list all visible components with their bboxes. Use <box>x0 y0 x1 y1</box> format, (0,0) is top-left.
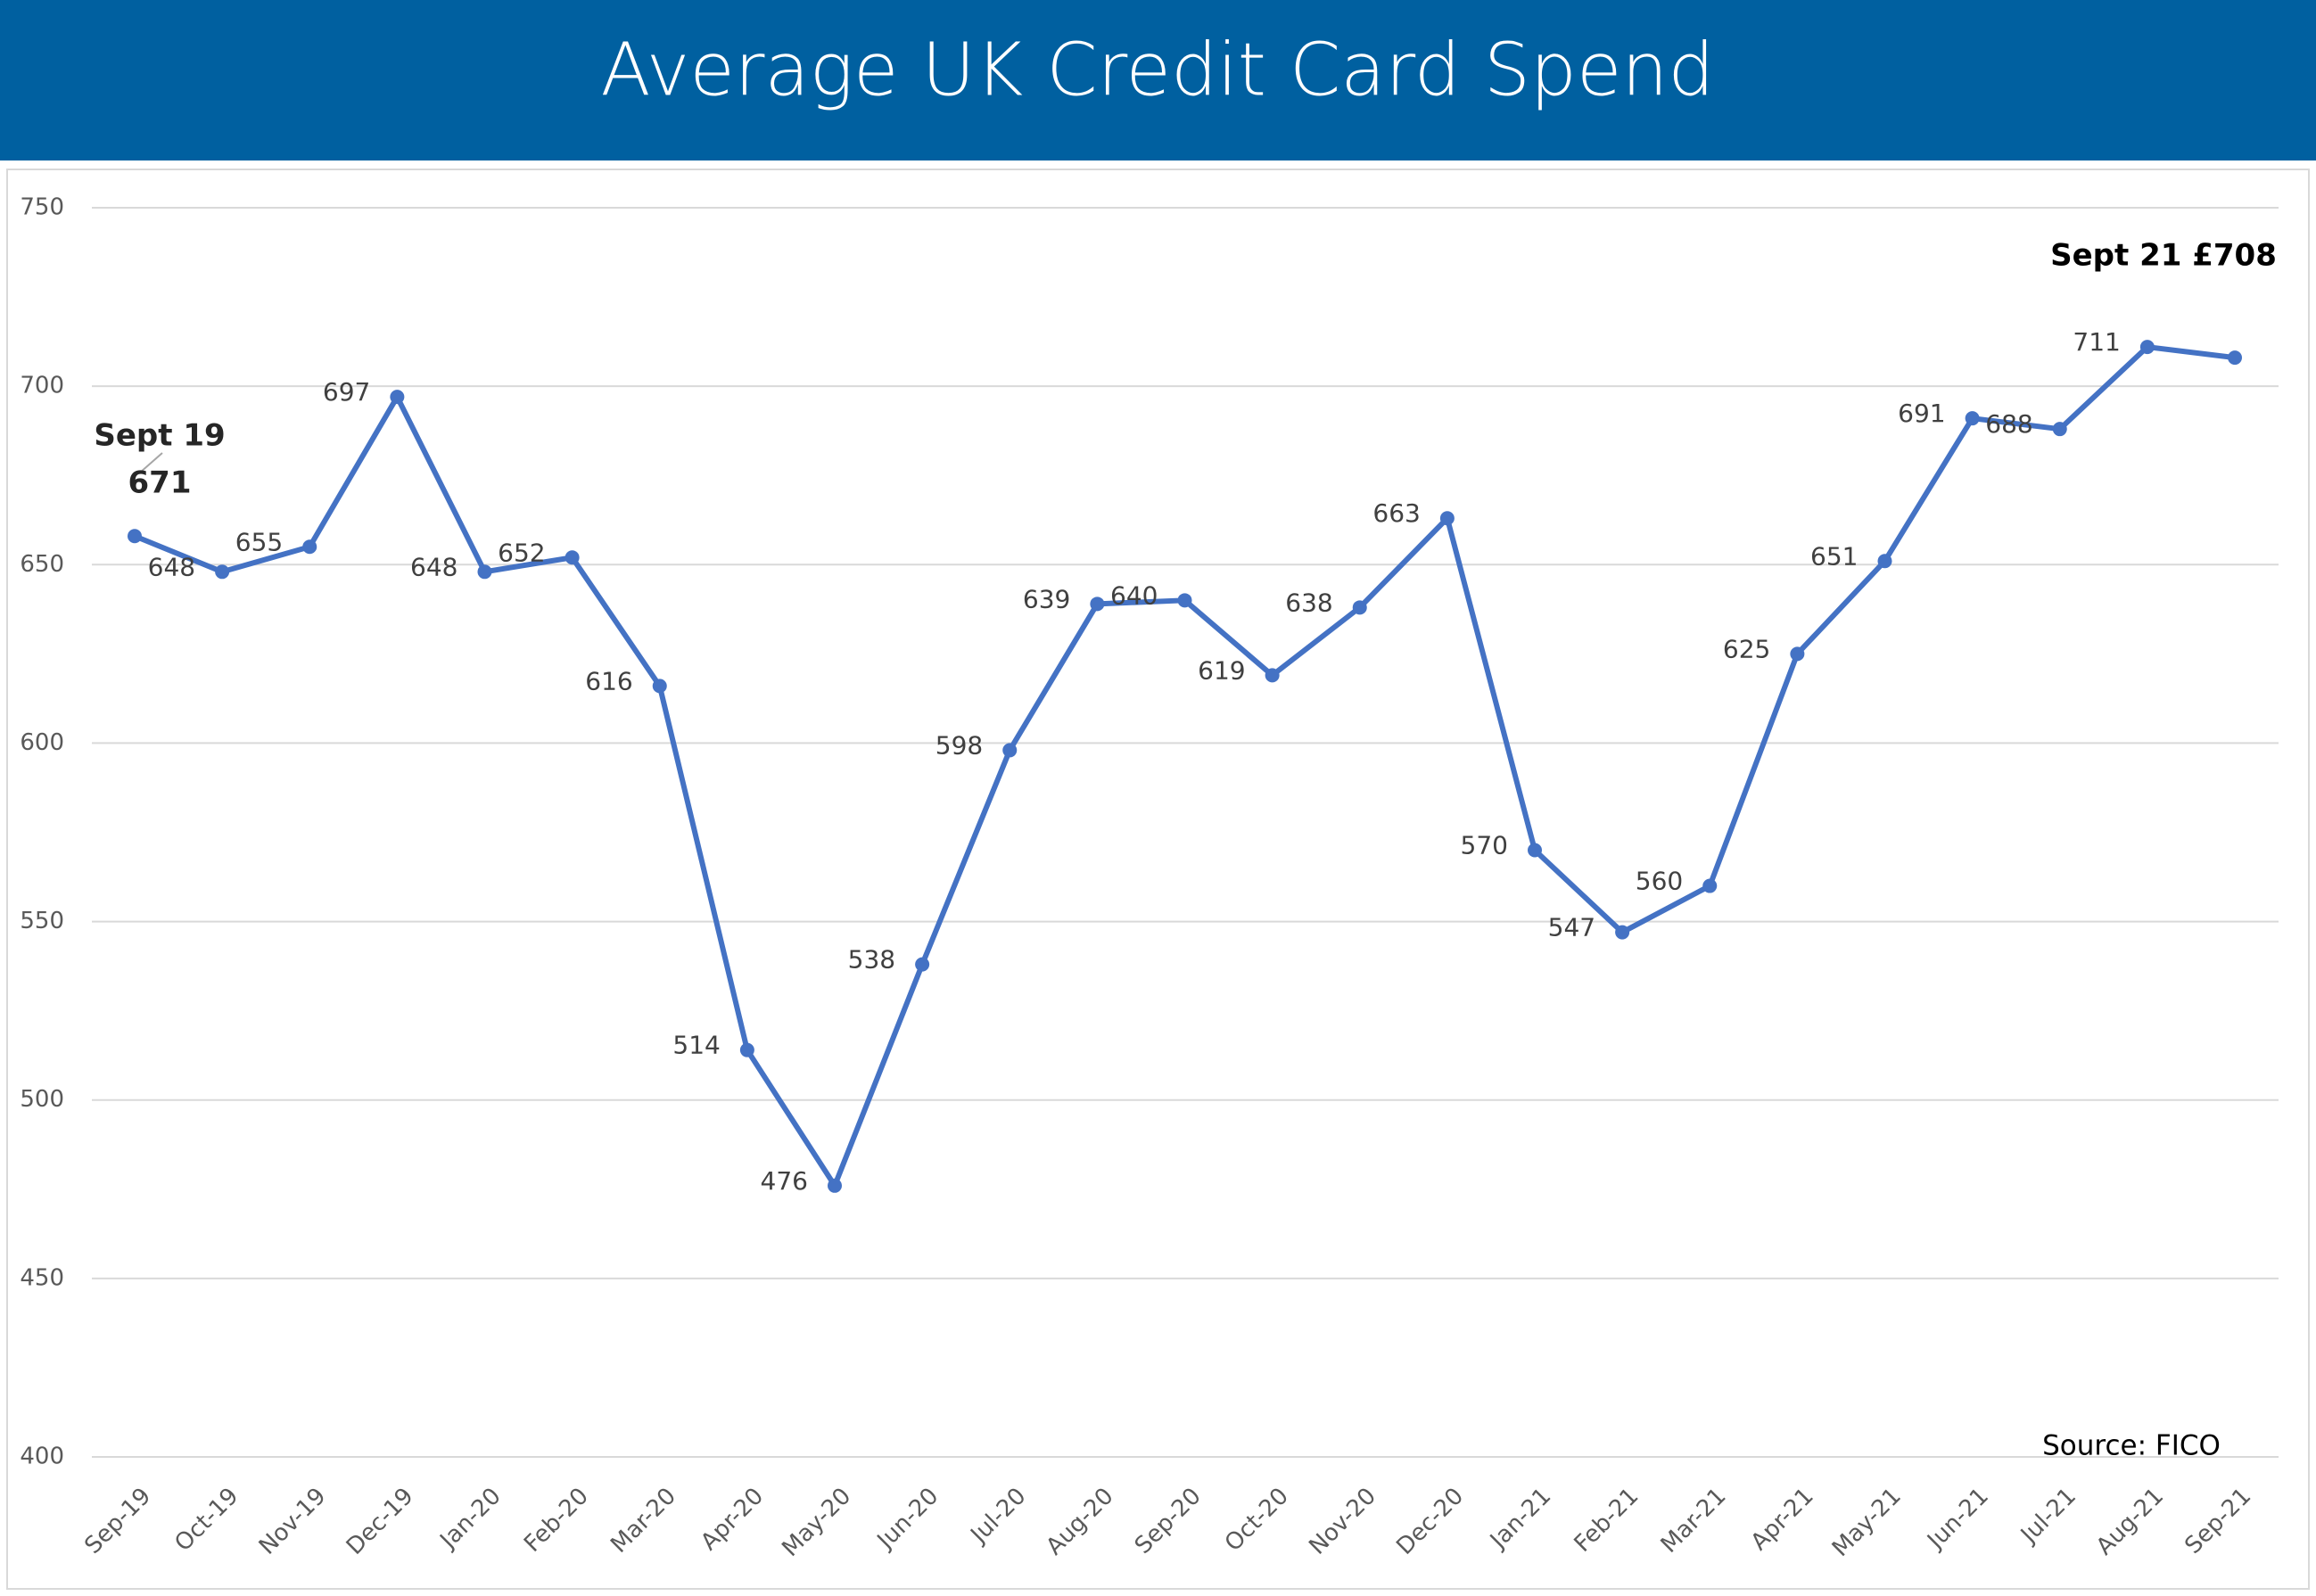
data-label: 652 <box>498 538 545 567</box>
data-label: 640 <box>1110 580 1158 610</box>
data-label: 691 <box>1898 399 1945 428</box>
data-label: 655 <box>235 527 283 556</box>
data-point <box>1965 411 1980 426</box>
data-point <box>1615 925 1630 940</box>
x-tick-label: Apr-21 <box>1746 1483 1819 1556</box>
x-tick-label: May-21 <box>1827 1483 1907 1562</box>
y-tick-label: 650 <box>20 551 64 578</box>
x-tick-label: Jul-20 <box>965 1483 1032 1550</box>
data-point <box>1177 593 1192 608</box>
x-tick-label: Aug-20 <box>1041 1483 1118 1560</box>
data-label: 616 <box>585 666 632 695</box>
data-label: 570 <box>1461 831 1508 860</box>
data-point <box>1002 743 1018 758</box>
data-point <box>828 1178 842 1193</box>
data-label: 638 <box>1285 588 1332 617</box>
y-tick-label: 500 <box>20 1086 64 1113</box>
y-tick-label: 700 <box>20 373 64 399</box>
data-point <box>2052 422 2067 437</box>
data-point <box>477 564 492 580</box>
data-label: 651 <box>1810 541 1858 571</box>
data-label: 639 <box>1023 584 1070 613</box>
data-label: 625 <box>1723 634 1770 663</box>
data-label: 598 <box>935 730 983 760</box>
data-point <box>915 957 930 972</box>
y-tick-label: 600 <box>20 729 64 756</box>
x-tick-label: Aug-21 <box>2091 1483 2169 1560</box>
x-tick-label: Jul-21 <box>2015 1483 2081 1550</box>
data-point <box>1790 646 1805 662</box>
x-tick-label: Mar-20 <box>606 1483 681 1559</box>
x-tick-label: Nov-20 <box>1304 1483 1381 1560</box>
x-tick-label: Apr-20 <box>696 1483 769 1556</box>
x-tick-label: Jan-20 <box>434 1483 507 1555</box>
data-point <box>652 679 667 694</box>
data-point <box>2139 340 2155 355</box>
data-label: 663 <box>1372 498 1420 528</box>
annotation: Sept 19 <box>94 418 225 454</box>
series-line <box>133 344 2236 1189</box>
x-tick-label: Oct-19 <box>169 1483 243 1557</box>
data-label: 619 <box>1198 655 1245 685</box>
data-label: 538 <box>848 945 895 975</box>
annotation: Sept 21 £708 <box>2050 238 2277 274</box>
leader-line <box>139 452 163 473</box>
x-tick-label: Nov-19 <box>254 1483 332 1560</box>
data-point <box>1090 596 1105 612</box>
x-tick-label: Dec-19 <box>342 1483 419 1560</box>
data-point <box>739 1042 754 1057</box>
x-tick-label: Jun-20 <box>871 1483 944 1555</box>
x-tick-label: Feb-20 <box>519 1483 594 1558</box>
data-point <box>565 550 580 565</box>
x-tick-label: Jun-21 <box>1921 1483 1993 1555</box>
data-point <box>215 564 230 580</box>
y-tick-label: 400 <box>20 1444 64 1470</box>
data-point <box>302 539 317 555</box>
y-tick-label: 550 <box>20 908 64 934</box>
x-tick-label: May-20 <box>777 1483 856 1562</box>
data-point <box>128 529 142 544</box>
data-label: 648 <box>410 552 457 581</box>
data-label: 514 <box>672 1031 720 1060</box>
x-tick-label: Sep-19 <box>79 1483 156 1559</box>
x-tick-label: Dec-20 <box>1391 1483 1469 1560</box>
x-tick-label: Sep-20 <box>1130 1483 1207 1559</box>
data-point <box>1877 554 1892 569</box>
y-tick-label: 750 <box>20 194 64 221</box>
plot-frame <box>6 169 2310 1590</box>
x-tick-label: Mar-21 <box>1656 1483 1732 1559</box>
data-label: 688 <box>1985 409 2032 439</box>
data-point <box>2228 350 2242 366</box>
x-tick-label: Oct-20 <box>1220 1483 1294 1557</box>
data-point <box>1702 878 1718 893</box>
data-label: 560 <box>1636 867 1683 896</box>
title-banner <box>0 0 2316 160</box>
data-label: 547 <box>1548 913 1595 942</box>
data-label: 711 <box>2073 327 2120 357</box>
y-tick-label: 450 <box>20 1264 64 1291</box>
data-point <box>1528 843 1542 858</box>
data-point <box>1352 600 1367 615</box>
x-tick-label: Jan-21 <box>1484 1483 1556 1555</box>
x-tick-label: Feb-21 <box>1570 1483 1644 1558</box>
data-point <box>390 390 405 405</box>
chart-title: Average UK Credit Card Spend <box>601 29 1715 113</box>
data-point <box>1439 511 1455 526</box>
data-label: 476 <box>761 1166 808 1196</box>
x-tick-label: Sep-21 <box>2180 1483 2256 1559</box>
data-point <box>1265 668 1280 683</box>
annotation: 671 <box>128 465 192 501</box>
data-label: 697 <box>323 377 370 407</box>
data-label: 648 <box>148 552 195 581</box>
annotation: Source: FICO <box>2042 1430 2221 1462</box>
